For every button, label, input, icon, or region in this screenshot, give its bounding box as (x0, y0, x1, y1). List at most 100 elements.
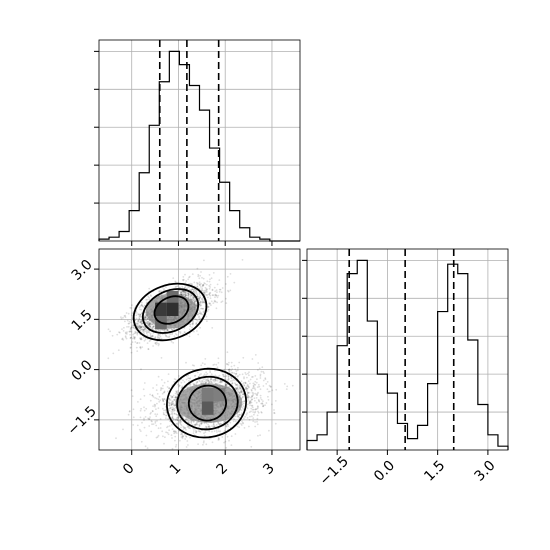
sample-point (161, 387, 164, 390)
sample-point (202, 291, 205, 294)
sample-point (172, 341, 175, 344)
sample-point (173, 430, 175, 432)
sample-point (238, 384, 241, 387)
sample-point (178, 384, 181, 387)
sample-point (156, 337, 159, 340)
sample-point (204, 358, 207, 360)
sample-point (173, 335, 176, 337)
sample-point (250, 396, 252, 399)
sample-point (182, 435, 185, 437)
sample-point (225, 383, 228, 386)
sample-point (168, 404, 170, 407)
sample-point (204, 379, 207, 381)
sample-point (137, 327, 140, 330)
sample-point (244, 415, 247, 418)
sample-point (242, 402, 245, 405)
sample-point (149, 323, 152, 325)
sample-point (142, 326, 145, 329)
sample-point (254, 408, 257, 411)
sample-point (216, 291, 218, 294)
sample-point (142, 306, 145, 308)
sample-point (208, 381, 211, 384)
sample-point (207, 426, 210, 428)
sample-point (170, 401, 173, 404)
sample-point (243, 385, 246, 387)
sample-point (198, 424, 201, 426)
sample-point (146, 322, 149, 325)
sample-point (199, 296, 202, 299)
sample-point (131, 314, 133, 317)
sample-point (220, 291, 223, 294)
sample-point (165, 329, 168, 331)
sample-point (131, 395, 134, 397)
sample-point (188, 276, 190, 279)
sample-point (248, 374, 250, 377)
sample-point (242, 393, 245, 396)
frame-marginal-x1 (98, 39, 301, 242)
sample-point (161, 398, 164, 401)
sample-point (174, 439, 176, 442)
sample-point (195, 322, 197, 325)
sample-point (199, 422, 202, 424)
sample-point (237, 390, 240, 393)
sample-point (175, 422, 178, 425)
sample-point (205, 289, 208, 292)
sample-point (140, 337, 143, 339)
sample-point (213, 380, 215, 383)
sample-point (193, 364, 195, 367)
sample-point (203, 291, 206, 294)
sample-point (171, 403, 173, 405)
sample-point (146, 320, 149, 323)
sample-point (200, 423, 203, 426)
sample-point (192, 295, 194, 298)
sample-point (238, 373, 241, 376)
sample-point (183, 291, 185, 293)
sample-point (165, 414, 168, 417)
sample-point (151, 335, 154, 338)
sample-point (152, 423, 155, 425)
sample-point (146, 447, 149, 449)
sample-point (164, 329, 166, 331)
sample-point (192, 420, 195, 423)
sample-point (196, 421, 198, 424)
sample-point (133, 332, 136, 335)
sample-point (179, 423, 182, 426)
sample-point (205, 382, 208, 384)
sample-point (232, 378, 235, 381)
sample-point (223, 421, 226, 423)
sample-point (212, 423, 215, 426)
sample-point (122, 330, 125, 332)
sample-point (198, 424, 201, 427)
sample-point (214, 290, 217, 293)
sample-point (195, 430, 198, 433)
sample-point (235, 387, 238, 389)
sample-point (183, 331, 186, 333)
sample-point (225, 363, 228, 365)
sample-point (238, 391, 241, 394)
sample-point (188, 421, 191, 424)
sample-point (166, 431, 169, 434)
sample-point (157, 398, 160, 401)
sample-point (149, 325, 151, 328)
sample-point (198, 318, 201, 321)
sample-point (189, 295, 192, 298)
sample-point (208, 302, 211, 305)
sample-point (227, 375, 230, 378)
sample-point (144, 311, 147, 314)
sample-point (171, 396, 174, 399)
sample-point (136, 323, 139, 326)
sample-point (149, 413, 152, 415)
sample-point (190, 294, 193, 297)
sample-point (230, 377, 233, 380)
sample-point (128, 410, 131, 413)
sample-point (154, 422, 157, 424)
sample-point (180, 291, 182, 294)
sample-point (169, 407, 172, 410)
sample-point (254, 388, 257, 391)
sample-point (164, 436, 166, 439)
sample-point (188, 275, 191, 278)
sample-point (208, 381, 210, 384)
sample-point (131, 341, 134, 343)
sample-point (201, 307, 204, 310)
sample-point (217, 421, 219, 424)
